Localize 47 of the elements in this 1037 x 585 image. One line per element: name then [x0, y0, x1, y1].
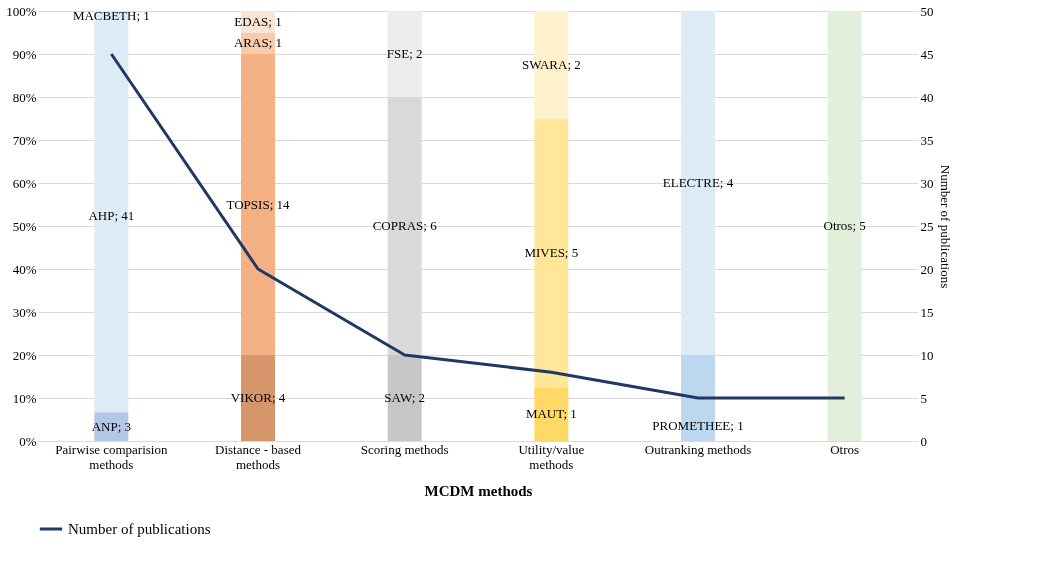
annotation: SAW; 2	[384, 390, 426, 405]
legend-label: Number of publications	[68, 521, 211, 537]
annotation: EDAS; 1	[234, 13, 282, 29]
x-tick-label: Pairwise comparision methods	[55, 441, 168, 472]
x-tick-label: Scoring methods	[360, 441, 449, 457]
y-tick-label: 30%	[12, 304, 37, 320]
annotation: VIKOR; 4	[230, 390, 286, 405]
y2-tick-label: 15	[920, 304, 934, 320]
y2-tick-label: 10	[920, 347, 934, 363]
annotation: Otros; 5	[823, 218, 866, 233]
y2-tick-label: 30	[920, 175, 934, 191]
annotation: ANP; 3	[91, 418, 132, 434]
y-tick-label: 70%	[12, 132, 37, 148]
bar	[387, 11, 422, 97]
y-tick-label: 10%	[12, 390, 37, 406]
annotation: TOPSIS; 14	[226, 196, 290, 212]
y-tick-label: 20%	[12, 347, 37, 363]
y2-axis-title: Number of publications	[937, 164, 953, 289]
annotation: FSE; 2	[386, 46, 423, 61]
annotation: AHP; 41	[88, 208, 135, 224]
y2-tick-label: 0	[920, 433, 927, 449]
y2-tick-label: 45	[920, 46, 934, 62]
annotation: MACBETH; 1	[72, 7, 150, 23]
y-tick-label: 0%	[19, 433, 37, 449]
x-tick-label: Otros	[830, 441, 860, 457]
x-tick-label: Distance - based methods	[215, 441, 302, 472]
annotation: ELECTRE; 4	[662, 175, 734, 190]
y2-tick-label: 25	[920, 218, 934, 234]
annotation: SWARA; 2	[521, 56, 581, 72]
x-axis-title: MCDM methods	[424, 482, 533, 499]
annotation: MIVES; 5	[524, 244, 579, 260]
y-tick-label: 100%	[6, 3, 37, 19]
annotation: PROMETHEE; 1	[652, 417, 744, 433]
x-tick-label: Utility/value methods	[518, 441, 585, 472]
y2-tick-label: 40	[920, 89, 934, 105]
y2-tick-label: 35	[920, 132, 934, 148]
y-tick-label: 90%	[12, 46, 37, 62]
y-tick-label: 60%	[12, 175, 37, 191]
y-tick-label: 80%	[12, 89, 37, 105]
y2-tick-label: 20	[920, 261, 934, 277]
y2-tick-label: 50	[920, 3, 934, 19]
annotation: ARAS; 1	[233, 35, 283, 51]
y-tick-label: 40%	[12, 261, 37, 277]
annotation: COPRAS; 6	[372, 218, 438, 233]
y2-tick-label: 5	[920, 390, 927, 406]
y-tick-label: 50%	[12, 218, 37, 234]
x-tick-label: Outranking methods	[644, 441, 752, 457]
